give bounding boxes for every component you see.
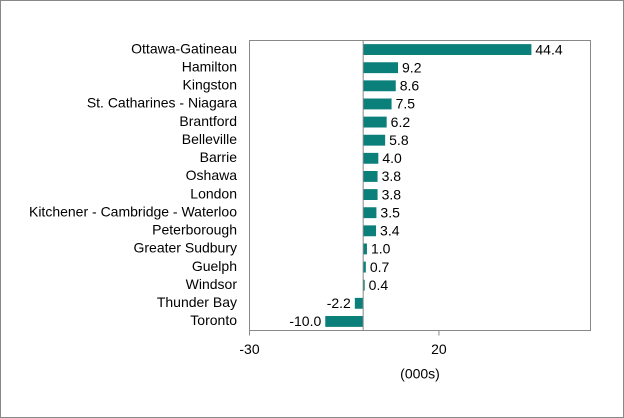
bar xyxy=(363,225,377,237)
y-tick-label: Belleville xyxy=(182,131,237,147)
y-tick-label: Toronto xyxy=(190,312,237,328)
value-label: 5.8 xyxy=(389,132,409,148)
y-tick-label: Hamilton xyxy=(182,58,237,74)
value-label: 3.8 xyxy=(382,168,402,184)
value-label: 4.0 xyxy=(382,150,402,166)
y-tick-label: Windsor xyxy=(186,276,238,292)
x-tick-label: 20 xyxy=(431,341,447,357)
x-axis-label: (000s) xyxy=(400,366,440,382)
value-label: 9.2 xyxy=(402,59,422,75)
value-label: 1.0 xyxy=(371,241,391,257)
y-tick-label: Brantford xyxy=(179,113,237,129)
bar xyxy=(363,152,379,164)
value-label: 3.8 xyxy=(382,186,402,202)
value-label: 8.6 xyxy=(400,78,420,94)
value-label: -10.0 xyxy=(289,313,321,329)
bar xyxy=(325,316,364,327)
value-label: 3.4 xyxy=(380,223,400,239)
y-tick-label: Peterborough xyxy=(152,222,237,238)
bar xyxy=(363,207,377,219)
value-label: -2.2 xyxy=(327,295,351,311)
bar xyxy=(363,98,392,110)
value-label: 6.2 xyxy=(391,114,411,130)
bar xyxy=(354,297,364,309)
y-tick-label: Ottawa-Gatineau xyxy=(131,40,237,56)
y-tick-label: Kingston xyxy=(183,77,237,93)
value-label: 0.4 xyxy=(369,277,389,293)
x-tick-label: -30 xyxy=(239,341,259,357)
plot-border xyxy=(249,40,591,331)
bar xyxy=(363,189,378,200)
y-tick-label: Oshawa xyxy=(186,167,238,183)
y-tick-label: Guelph xyxy=(192,258,237,274)
y-tick-label: Greater Sudbury xyxy=(134,240,238,256)
bar xyxy=(363,116,387,128)
bar xyxy=(363,44,532,55)
value-label: 44.4 xyxy=(535,41,562,57)
bar xyxy=(363,171,378,182)
value-label: 3.5 xyxy=(380,204,400,220)
value-label: 7.5 xyxy=(396,96,416,112)
bar xyxy=(363,279,365,291)
y-tick-label: London xyxy=(190,185,237,201)
bar xyxy=(363,80,396,92)
value-label: 0.7 xyxy=(370,259,390,275)
y-tick-label: Kitchener - Cambridge - Waterloo xyxy=(29,203,237,219)
bar xyxy=(363,261,366,273)
y-tick-label: Thunder Bay xyxy=(157,294,237,310)
bar xyxy=(363,134,386,146)
bar xyxy=(363,62,399,74)
y-tick-label: Barrie xyxy=(200,149,238,165)
y-tick-label: St. Catharines - Niagara xyxy=(87,95,237,111)
bar xyxy=(363,243,367,255)
